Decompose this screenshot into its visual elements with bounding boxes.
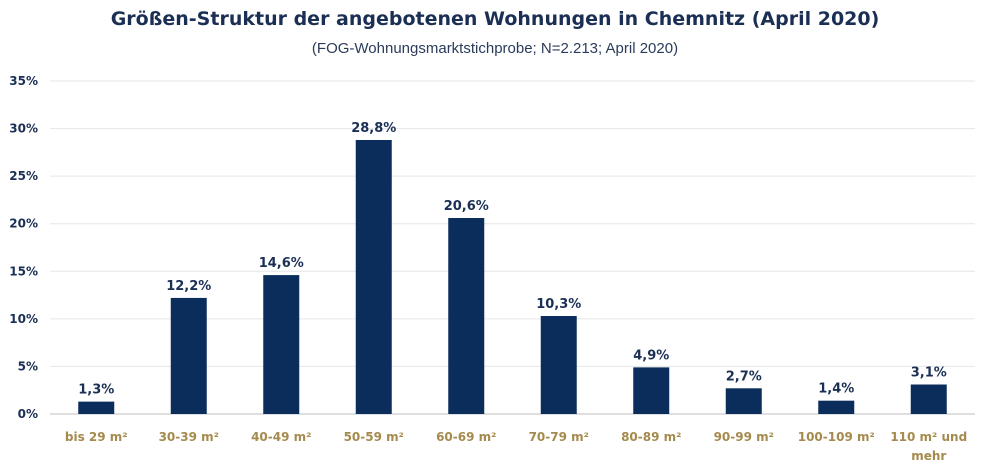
bar — [448, 218, 485, 414]
data-label: 28,8% — [351, 121, 396, 136]
x-tick-label: 50-59 m² — [344, 430, 404, 444]
y-tick-label: 0% — [18, 407, 38, 421]
data-label: 4,9% — [633, 348, 669, 363]
x-tick-label: 40-49 m² — [251, 430, 311, 444]
x-tick-label: 70-79 m² — [529, 430, 589, 444]
data-label: 1,4% — [818, 382, 854, 397]
chart-title: Größen-Struktur der angebotenen Wohnunge… — [110, 8, 880, 30]
x-tick-label: 100-109 m² — [798, 430, 875, 444]
x-tick-label: 90-99 m² — [714, 430, 774, 444]
data-label: 10,3% — [536, 297, 581, 312]
bar — [725, 388, 762, 414]
x-tick-label: bis 29 m² — [65, 430, 128, 444]
data-label: 20,6% — [444, 199, 489, 214]
bar — [355, 139, 392, 414]
bar — [818, 400, 855, 414]
x-tick-label: 60-69 m² — [436, 430, 496, 444]
y-tick-label: 35% — [9, 74, 38, 88]
data-label: 14,6% — [259, 256, 304, 271]
x-tick-label: 80-89 m² — [621, 430, 681, 444]
chart-subtitle: (FOG-Wohnungsmarktstichprobe; N=2.213; A… — [311, 40, 679, 57]
data-label: 12,2% — [166, 279, 211, 294]
y-tick-label: 25% — [9, 169, 38, 183]
bar — [540, 316, 577, 414]
x-tick-label: 110 m² und — [890, 430, 967, 444]
y-tick-label: 5% — [18, 359, 38, 373]
bar — [633, 367, 670, 414]
data-label: 2,7% — [726, 369, 762, 384]
bar — [170, 297, 207, 414]
y-tick-label: 30% — [9, 122, 38, 136]
y-tick-label: 15% — [9, 264, 38, 278]
bar — [263, 275, 300, 414]
data-label: 1,3% — [78, 383, 114, 398]
data-label: 3,1% — [911, 366, 947, 381]
x-tick-label: mehr — [911, 449, 946, 463]
y-tick-label: 10% — [9, 312, 38, 326]
bar — [910, 384, 947, 414]
bar — [78, 401, 115, 414]
x-tick-label: 30-39 m² — [159, 430, 219, 444]
y-tick-label: 20% — [9, 217, 38, 231]
